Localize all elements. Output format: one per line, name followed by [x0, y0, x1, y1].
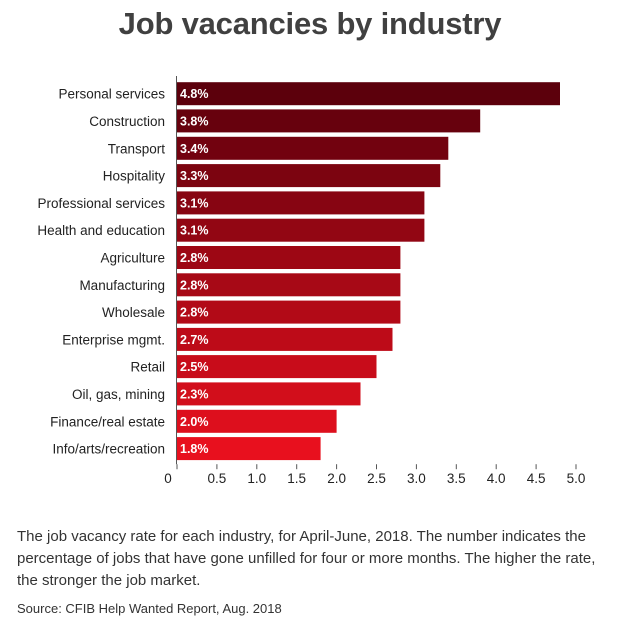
data-label: 1.8%	[180, 442, 209, 456]
data-label: 3.3%	[180, 169, 209, 183]
bar-4	[177, 191, 425, 215]
category-label: Professional services	[37, 196, 165, 211]
x-tick-label: 0	[164, 471, 172, 486]
bar-2	[177, 136, 449, 160]
data-label: 4.8%	[180, 87, 209, 101]
data-label: 2.8%	[180, 278, 209, 292]
bar-chart: Personal services 4.8% Construction 3.8% Tra…	[37, 76, 586, 486]
data-label: 2.8%	[180, 251, 209, 265]
category-label: Personal services	[58, 87, 165, 102]
bar-0	[177, 82, 560, 106]
category-label: Info/arts/recreation	[52, 442, 165, 457]
category-label: Enterprise mgmt.	[62, 332, 165, 347]
chart-caption: The job vacancy rate for each industry, …	[17, 528, 596, 589]
bar-1	[177, 109, 481, 133]
chart-title: Job vacancies by industry	[118, 6, 502, 41]
category-label: Construction	[89, 114, 165, 129]
data-label: 2.0%	[180, 415, 209, 429]
data-label: 2.5%	[180, 360, 209, 374]
bar-9	[177, 327, 393, 351]
bar-8	[177, 300, 401, 324]
x-tick-label: 2.0	[327, 471, 346, 486]
x-tick-label: 2.5	[367, 471, 386, 486]
x-tick-label: 4.0	[487, 471, 506, 486]
category-label: Health and education	[37, 223, 165, 238]
bar-6	[177, 246, 401, 269]
category-label: Finance/real estate	[50, 414, 165, 429]
x-tick-label: 4.5	[527, 471, 546, 486]
data-label: 3.1%	[180, 196, 209, 210]
category-label: Retail	[130, 360, 165, 375]
x-tick-label: 0.5	[208, 471, 227, 486]
data-label: 3.4%	[180, 142, 209, 156]
data-label: 3.8%	[180, 114, 209, 128]
category-label: Manufacturing	[79, 278, 165, 293]
category-label: Wholesale	[102, 305, 165, 320]
data-label: 3.1%	[180, 224, 209, 238]
x-tick-label: 5.0	[567, 471, 586, 486]
data-label: 2.3%	[180, 387, 209, 401]
x-tick-label: 1.0	[247, 471, 266, 486]
bar-7	[177, 273, 401, 297]
category-label: Hospitality	[103, 169, 166, 184]
category-label: Agriculture	[100, 251, 165, 266]
category-label: Transport	[108, 141, 166, 156]
chart-source: Source: CFIB Help Wanted Report, Aug. 20…	[17, 601, 282, 616]
category-label: Oil, gas, mining	[72, 387, 165, 402]
data-label: 2.8%	[180, 306, 209, 320]
x-tick-label: 1.5	[287, 471, 306, 486]
bar-3	[177, 164, 441, 188]
bar-12	[177, 409, 337, 433]
bar-11	[177, 382, 361, 406]
data-label: 2.7%	[180, 333, 209, 347]
x-tick-label: 3.0	[407, 471, 426, 486]
bar-10	[177, 355, 377, 379]
bar-5	[177, 218, 425, 242]
x-tick-label: 3.5	[447, 471, 466, 486]
bar-13	[177, 437, 321, 461]
